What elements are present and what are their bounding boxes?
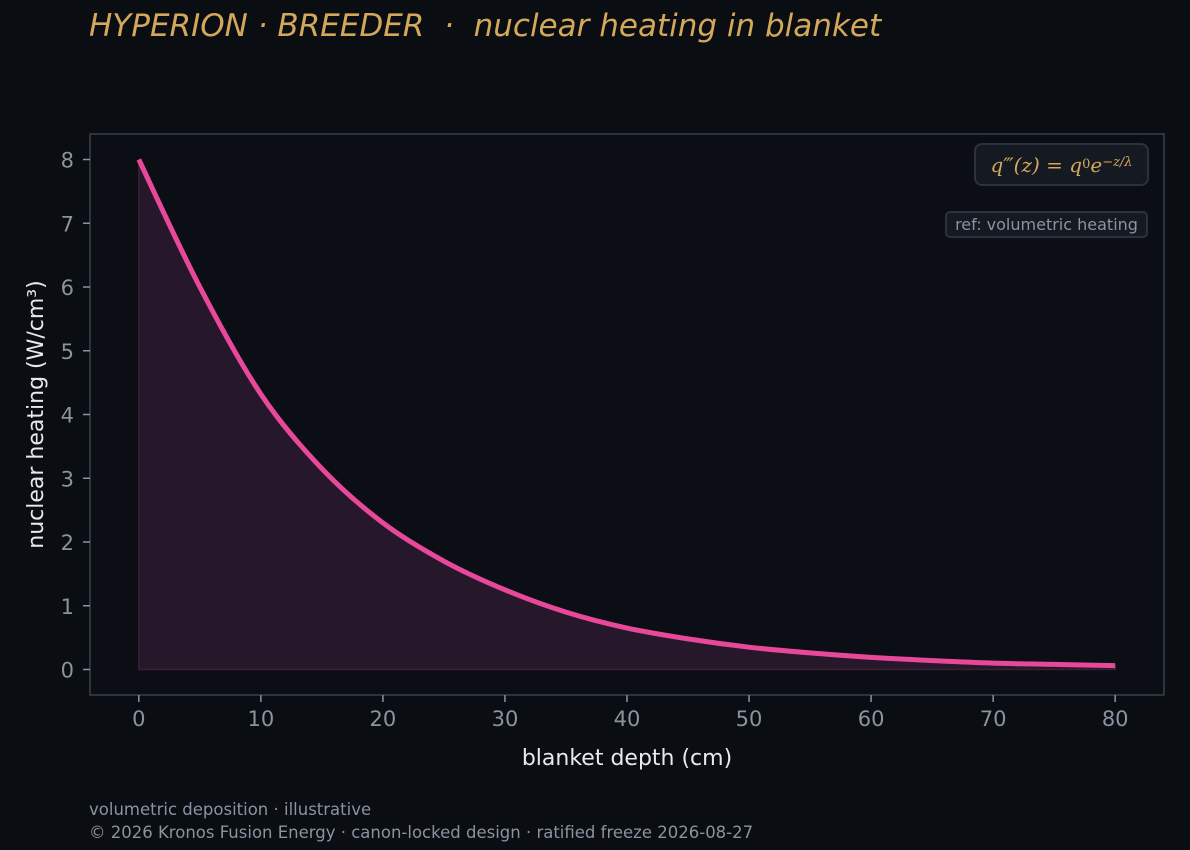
x-tick-label: 50	[736, 707, 763, 731]
x-tick-label: 10	[247, 707, 274, 731]
y-tick-label: 3	[61, 467, 74, 491]
formula-subscript: 0	[1082, 157, 1091, 172]
y-axis-label: nuclear heating (W/cm³)	[24, 280, 49, 548]
ref-annotation: ref: volumetric heating	[945, 211, 1148, 238]
x-tick-label: 0	[132, 707, 145, 731]
formula-annotation: q‴(z) = q 0 e −z/λ	[974, 143, 1149, 186]
x-axis: 0 10 20 30 40 50 60 70 80	[132, 695, 1129, 731]
y-tick-label: 8	[61, 149, 74, 173]
y-axis: 0 1 2 3 4 5 6 7 8	[61, 149, 90, 683]
y-tick-label: 5	[61, 340, 74, 364]
y-tick-label: 4	[61, 404, 74, 428]
chart-title: HYPERION · BREEDER · nuclear heating in …	[89, 8, 882, 44]
series-line	[136, 158, 1116, 669]
footer-copyright: © 2026 Kronos Fusion Energy · canon-lock…	[89, 823, 754, 842]
y-tick-label: 6	[61, 276, 74, 300]
formula-e: e	[1090, 152, 1103, 177]
y-tick-label: 7	[61, 212, 74, 236]
line-layer	[136, 158, 1116, 669]
formula-lhs: q‴(z) = q	[990, 152, 1083, 177]
x-tick-label: 60	[858, 707, 885, 731]
y-tick-label: 2	[61, 531, 74, 555]
x-tick-label: 70	[980, 707, 1007, 731]
x-axis-label: blanket depth (cm)	[522, 746, 732, 771]
x-tick-label: 20	[370, 707, 397, 731]
x-tick-label: 30	[492, 707, 519, 731]
x-tick-label: 80	[1102, 707, 1129, 731]
footer-note: volumetric deposition · illustrative	[89, 800, 372, 819]
formula-exponent: −z/λ	[1102, 155, 1133, 170]
x-tick-label: 40	[614, 707, 641, 731]
y-tick-label: 1	[61, 595, 74, 619]
y-tick-label: 0	[61, 659, 74, 683]
